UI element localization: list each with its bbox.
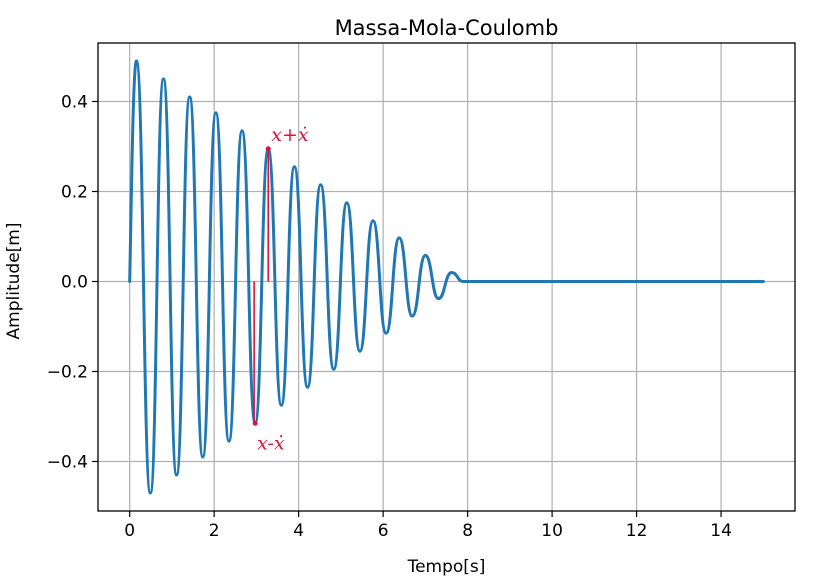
series-group [128, 59, 765, 495]
y-tick-label: −0.4 [47, 453, 88, 473]
y-ticks: 0.4 0.2 0.0 −0.2 −0.4 [47, 93, 98, 473]
annotation-label: x-ẋ [257, 432, 285, 454]
x-axis-label: Tempo[s] [407, 557, 486, 577]
y-tick-label: 0.2 [61, 183, 88, 203]
plot-frame [97, 42, 796, 512]
series-line [128, 59, 765, 495]
x-tick-label: 10 [541, 521, 563, 541]
grid-y [98, 100, 795, 463]
x-ticks: 0 2 4 6 8 10 12 14 [124, 511, 732, 541]
y-tick-label: −0.2 [47, 363, 88, 383]
annotation-group: x+ẋ x-ẋ [252, 124, 309, 454]
x-tick-label: 12 [626, 521, 648, 541]
chart-title: Massa-Mola-Coulomb [335, 16, 559, 40]
y-axis-label: Amplitude[m] [4, 223, 24, 340]
x-tick-label: 4 [293, 521, 304, 541]
x-tick-label: 6 [378, 521, 389, 541]
x-tick-label: 0 [124, 521, 135, 541]
x-tick-label: 14 [710, 521, 732, 541]
grid-x [129, 43, 722, 511]
y-tick-label: 0.4 [61, 93, 88, 113]
annotation-label: x+ẋ [271, 124, 309, 146]
x-tick-label: 8 [462, 521, 473, 541]
y-tick-label: 0.0 [61, 273, 88, 293]
x-tick-label: 2 [209, 521, 220, 541]
